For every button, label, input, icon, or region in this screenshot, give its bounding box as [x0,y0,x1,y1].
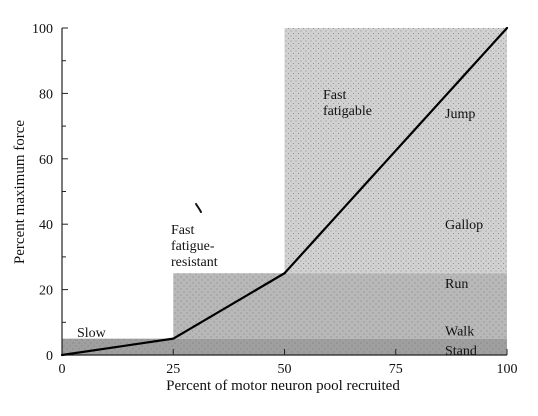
regions-layer [62,28,507,355]
decorative-stroke [196,204,201,212]
region-label-line: resistant [171,255,218,270]
y-tick-label-80: 80 [39,87,53,102]
region-label-line: fatigable [323,104,372,119]
y-axis-label: Percent maximum force [12,120,28,264]
region-label-fast-fatigue-resistant: Fast fatigue-resistant [171,223,218,270]
y-tick-label-0: 0 [46,349,53,364]
y-tick-label-40: 40 [39,218,53,233]
activity-label-walk: Walk [445,324,474,339]
x-tick-label-0: 0 [59,362,66,377]
y-tick-label-20: 20 [39,284,53,299]
x-tick-label-100: 100 [497,362,518,377]
x-axis-label: Percent of motor neuron pool recruited [166,378,400,394]
x-tick-label-50: 50 [278,362,292,377]
region-label-line: Fast [323,88,346,103]
x-tick-label-25: 25 [166,362,180,377]
y-tick-label-60: 60 [39,153,53,168]
y-tick-label-100: 100 [32,22,53,37]
activity-label-jump: Jump [445,107,475,122]
region-label-line: fatigue- [171,239,215,254]
region-label-line: Slow [77,326,107,341]
region-label-line: Fast [171,223,194,238]
activity-label-gallop: Gallop [445,218,483,233]
activity-label-stand: Stand [445,344,477,359]
activity-label-run: Run [445,277,468,292]
x-tick-label-75: 75 [389,362,403,377]
region-label-slow: Slow [77,326,107,341]
